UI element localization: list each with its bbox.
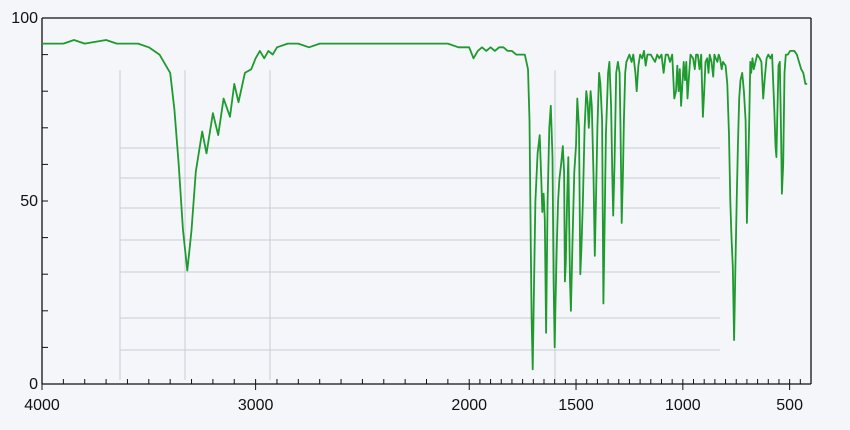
x-tick-label: 1000 (665, 397, 701, 414)
background-table-lines (119, 70, 720, 380)
plot-frame (41, 17, 812, 385)
x-tick-label: 1500 (558, 397, 594, 414)
axis-ticks (41, 17, 801, 390)
spectrum-trace-line (42, 39, 808, 371)
x-tick-label: 4000 (24, 397, 60, 414)
series-layer (42, 39, 808, 371)
y-tick-label: 100 (11, 10, 38, 27)
tick-labels: 0 50 100 4000 3000 2000 1500 1000 500 (11, 10, 803, 414)
x-tick-label: 3000 (238, 397, 274, 414)
x-tick-label: 500 (776, 397, 803, 414)
x-tick-label: 2000 (451, 397, 487, 414)
y-tick-label: 50 (20, 193, 38, 210)
y-tick-label: 0 (29, 376, 38, 393)
